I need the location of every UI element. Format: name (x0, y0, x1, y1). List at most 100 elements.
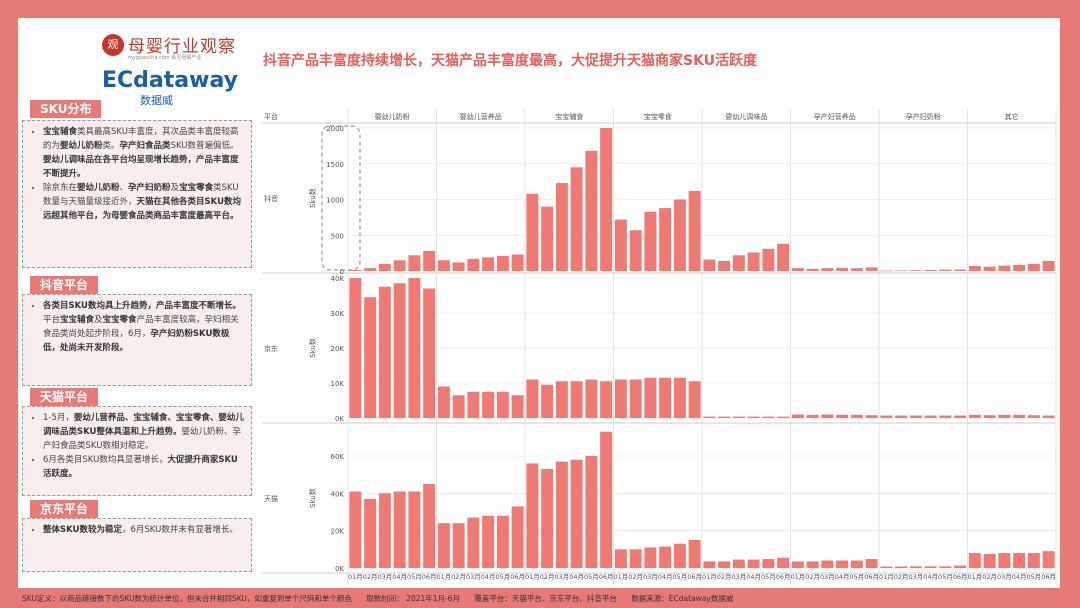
bar (688, 381, 701, 418)
bar (703, 259, 716, 271)
bullet-list: 1-5月，婴幼儿营养品、宝宝辅食、宝宝零食、婴幼儿调味品类SKU整体具温和上升趋… (31, 411, 245, 481)
bar (791, 561, 804, 568)
bullet-text: SKU数普遍偏低。 (170, 141, 239, 151)
month-tick-label: 06月 (864, 573, 879, 581)
month-tick-label: 01月 (879, 573, 894, 581)
bullet-text-bold: 孕产妇奶粉 (128, 183, 171, 193)
y-tick-label: 0K (335, 415, 344, 423)
bar (629, 549, 642, 568)
bullet-text: 1-5月， (43, 413, 74, 423)
bar (600, 431, 613, 568)
bar (895, 415, 908, 418)
section-title-sku: SKU分布 (30, 100, 102, 118)
bullet-list: 各类目SKU数均具上升趋势，产品丰富度不断增长。平台宝宝辅食及宝宝零食产品丰富度… (31, 299, 245, 355)
section-box-tmall: 1-5月，婴幼儿营养品、宝宝辅食、宝宝零食、婴幼儿调味品类SKU整体具温和上升趋… (22, 406, 252, 496)
bar (895, 566, 908, 568)
bar (555, 461, 568, 568)
bullet-text: 及 (170, 183, 180, 193)
bar (378, 286, 391, 418)
bar (924, 415, 937, 418)
month-tick-label: 04月 (923, 573, 938, 581)
bar (688, 190, 701, 271)
bar (1042, 551, 1055, 568)
platform-label: 天猫 (264, 494, 278, 503)
bar (570, 381, 583, 418)
bullet-text: ，6月SKU数并未有显著增长。 (121, 525, 238, 535)
month-tick-label: 06月 (776, 573, 791, 581)
bar (777, 557, 790, 568)
bullet-item: 6月各类目SKU数均具显著增长，大促提升商家SKU活跃度。 (43, 453, 245, 481)
header-platform-label: 平台 (264, 112, 278, 121)
month-tick-label: 03月 (643, 573, 658, 581)
bar (570, 459, 583, 568)
bullet-text-bold: 宝宝辅食 (43, 127, 78, 137)
bar (939, 415, 952, 418)
bar (673, 543, 686, 568)
bar (511, 506, 524, 568)
month-tick-label: 01月 (967, 573, 982, 581)
bar (629, 230, 642, 271)
bullet-list: 整体SKU数较为稳定，6月SKU数并未有显著增长。 (31, 523, 245, 537)
y-tick-label: 30K (331, 310, 345, 318)
y-tick-label: 1500 (326, 161, 344, 169)
bullet-item: 整体SKU数较为稳定，6月SKU数并未有显著增长。 (43, 523, 245, 537)
bar (924, 269, 937, 271)
month-tick-label: 02月 (628, 573, 643, 581)
bar (437, 386, 450, 418)
bar (364, 297, 377, 418)
month-tick-label: 03月 (997, 573, 1012, 581)
month-tick-label: 02月 (894, 573, 909, 581)
bar (437, 260, 450, 271)
footer: SKU定义：以商品链接数下的SKU数为统计单位，但未合并相同SKU，如重复到单个… (22, 593, 745, 604)
bar (555, 183, 568, 271)
bar (998, 553, 1011, 568)
category-label: 婴幼儿奶粉 (375, 112, 410, 121)
bar (511, 395, 524, 418)
month-tick-label: 03月 (908, 573, 923, 581)
month-tick-label: 04月 (835, 573, 850, 581)
bar (585, 379, 598, 418)
bullet-item: 1-5月，婴幼儿营养品、宝宝辅食、宝宝零食、婴幼儿调味品类SKU整体具温和上升趋… (43, 411, 245, 453)
month-tick-label: 06月 (422, 573, 437, 581)
bar (541, 206, 554, 271)
y-tick-label: 500 (331, 232, 344, 240)
bullet-text-bold: 天猫在其他各类目SKU数均远超其他平台，为母婴食品类商品丰富度最高平台。 (43, 197, 241, 221)
month-tick-label: 05月 (761, 573, 776, 581)
month-tick-label: 01月 (790, 573, 805, 581)
month-tick-label: 03月 (377, 573, 392, 581)
bar (408, 278, 421, 418)
bar (909, 270, 922, 271)
section-title-jd: 京东平台 (30, 500, 99, 518)
bar (408, 491, 421, 568)
bar (585, 150, 598, 271)
footer-definition: SKU定义：以商品链接数下的SKU数为统计单位，但未合并相同SKU，如重复到单个… (22, 594, 352, 603)
bar (408, 255, 421, 271)
bar (364, 498, 377, 568)
bullet-text-bold: 宝宝辅食 (60, 315, 95, 325)
bar (939, 269, 952, 271)
bar (482, 515, 495, 568)
month-tick-label: 03月 (466, 573, 481, 581)
bar (1027, 553, 1040, 568)
bar (762, 416, 775, 418)
bar (939, 566, 952, 568)
bar (806, 414, 819, 418)
bar (673, 199, 686, 271)
month-tick-label: 02月 (805, 573, 820, 581)
bar (585, 456, 598, 568)
bullet-text-bold: 整体SKU数较为稳定 (43, 525, 122, 535)
bar (378, 263, 391, 271)
bar (732, 416, 745, 418)
month-tick-label: 01月 (436, 573, 451, 581)
bullet-text: 婴幼儿奶粉、孕产妇食品类SKU数相对稳定。 (43, 427, 241, 451)
bar (968, 553, 981, 568)
page-headline: 抖音产品丰富度持续增长，天猫产品丰富度最高，大促提升天猫商家SKU活跃度 (263, 53, 758, 69)
month-tick-label: 04月 (569, 573, 584, 581)
y-tick-label: 40K (331, 275, 345, 283)
bar (378, 493, 391, 568)
bullet-text: 类。 (102, 141, 120, 151)
platform-label: 京东 (264, 344, 278, 353)
bar (836, 414, 849, 418)
month-tick-label: 04月 (481, 573, 496, 581)
bar (467, 517, 480, 568)
